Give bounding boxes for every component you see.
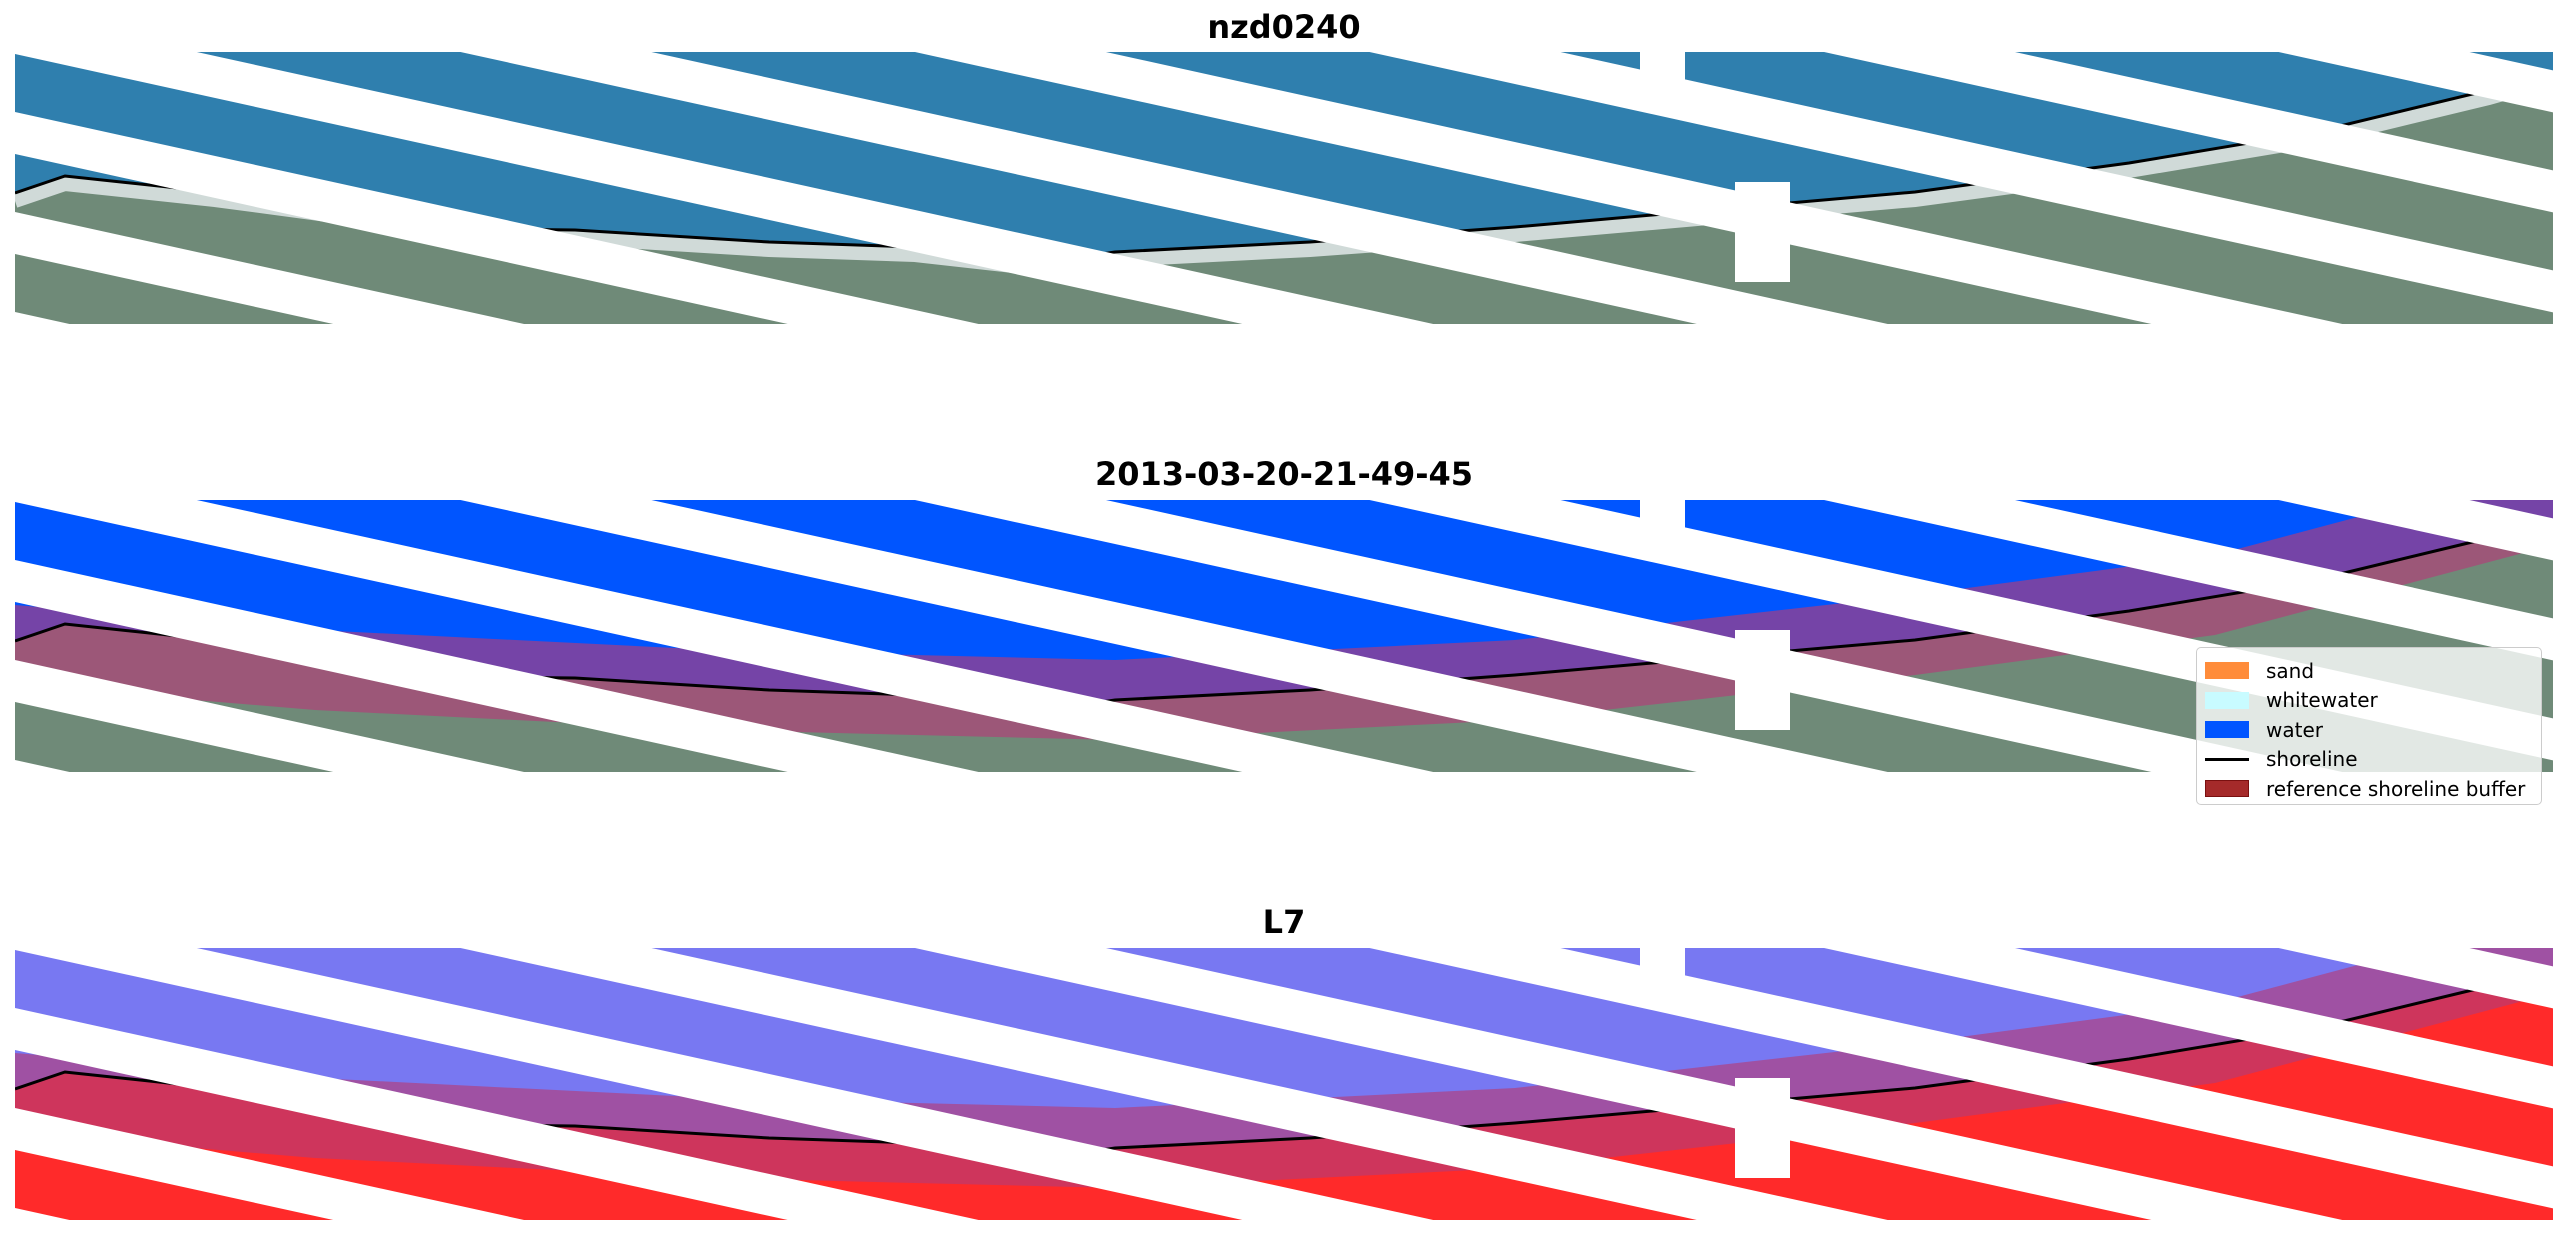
scan-line-gap xyxy=(1824,52,2553,213)
scan-line-gap xyxy=(15,660,525,772)
rgb-image-panel xyxy=(15,52,2553,324)
legend-label: reference shoreline buffer xyxy=(2266,776,2526,801)
legend-item-buffer: reference shoreline buffer xyxy=(2205,774,2541,804)
scan-line-gap xyxy=(915,500,2343,772)
scan-line-gap xyxy=(915,52,2343,324)
scan-line-gap xyxy=(15,560,979,772)
scan-line-gap xyxy=(2278,500,2553,561)
panel-title-rgb: nzd0240 xyxy=(1207,8,1361,46)
sand-swatch xyxy=(2205,662,2249,680)
legend-label: water xyxy=(2266,717,2323,742)
scan-line-gap xyxy=(1369,52,2553,313)
legend-item-shoreline: shoreline xyxy=(2205,745,2541,775)
scan-line-gap xyxy=(15,212,525,324)
cloud-mask xyxy=(1640,500,1685,530)
whitewater-swatch xyxy=(2205,691,2249,709)
legend-label: whitewater xyxy=(2266,688,2378,713)
cloud-mask xyxy=(1735,630,1790,730)
classified-image-panel xyxy=(15,500,2553,772)
scan-line-gap xyxy=(15,312,70,324)
scan-line-gap xyxy=(15,1108,525,1220)
shoreline-line-swatch xyxy=(2205,757,2249,761)
scan-line-gap xyxy=(15,52,1434,324)
legend-item-sand: sand xyxy=(2205,656,2541,686)
panel-title-date: 2013-03-20-21-49-45 xyxy=(1094,455,1474,493)
index-image-panel xyxy=(15,948,2553,1220)
scan-line-gap xyxy=(460,500,1888,772)
scan-line-gap xyxy=(915,948,2343,1220)
reference-shoreline-buffer xyxy=(15,948,2553,1188)
legend-label: shoreline xyxy=(2266,747,2358,772)
buffer-swatch xyxy=(2205,780,2249,798)
legend-item-whitewater: whitewater xyxy=(2205,686,2541,716)
scan-line-gap xyxy=(2278,948,2553,1009)
scan-line-gap xyxy=(15,760,70,772)
legend-item-water: water xyxy=(2205,715,2541,745)
scan-line-gap xyxy=(15,1208,70,1220)
scan-line-gap xyxy=(1824,948,2553,1109)
cloud-mask xyxy=(1640,948,1685,978)
panel-title-satellite: L7 xyxy=(1262,903,1306,941)
scan-line-gap xyxy=(2278,52,2553,113)
scan-line-gap xyxy=(15,112,979,324)
reference-shoreline-buffer xyxy=(15,500,2553,740)
scan-line-gap xyxy=(15,948,1434,1220)
scan-line-gap xyxy=(460,948,1888,1220)
scan-line-gap xyxy=(1824,500,2553,661)
cloud-mask xyxy=(1735,182,1790,282)
scan-line-gap xyxy=(460,52,1888,324)
water-swatch xyxy=(2205,721,2249,739)
scan-line-gap xyxy=(15,1008,979,1220)
scan-line-gap xyxy=(15,500,1434,772)
cloud-mask xyxy=(1640,52,1685,82)
legend-label: sand xyxy=(2266,658,2315,683)
legend: sand whitewater water shoreline referenc… xyxy=(2196,647,2542,805)
cloud-mask xyxy=(1735,1078,1790,1178)
